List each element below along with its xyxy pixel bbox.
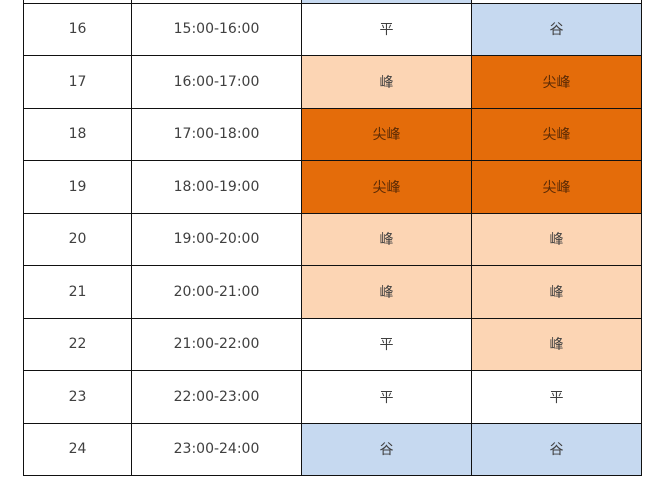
time-range-cell: 22:00-23:00: [131, 370, 302, 424]
time-range-cell: 18:00-19:00: [131, 160, 302, 214]
period-type-cell-a: 谷: [301, 422, 472, 476]
table-row: 23 22:00-23:00 平平: [23, 370, 642, 424]
hour-index-cell: 22: [23, 317, 132, 371]
period-type-cell-b: 峰: [471, 212, 642, 266]
hour-index-cell: 23: [23, 370, 132, 424]
hour-index-cell: 20: [23, 212, 132, 266]
hour-index-cell: 18: [23, 107, 132, 161]
hour-index-cell: 24: [23, 422, 132, 476]
table-row: 19 18:00-19:00 尖峰 尖峰: [23, 160, 642, 214]
period-type-cell-a: 峰: [301, 265, 472, 319]
hour-index-cell: 16: [23, 2, 132, 56]
period-type-cell-a: 平: [301, 2, 472, 56]
tariff-period-table: 谷平1615:00-16:00平谷1716:00-17:00峰尖峰1817:00…: [23, 0, 642, 476]
period-type-cell-a: 平: [301, 317, 472, 371]
table-row: 22 21:00-22:00 平峰: [23, 317, 642, 371]
table-row: 16 15:00-16:00 平谷: [23, 2, 642, 56]
table-row: 20 19:00-20:00 峰峰: [23, 212, 642, 266]
time-range-cell: 16:00-17:00: [131, 55, 302, 109]
hour-index-cell: 17: [23, 55, 132, 109]
table-row: 21 20:00-21:00 峰峰: [23, 265, 642, 319]
table-row: 17 16:00-17:00 峰尖峰: [23, 55, 642, 109]
period-type-cell-b: 尖峰: [471, 160, 642, 214]
time-range-cell: 17:00-18:00: [131, 107, 302, 161]
period-type-cell-b: 峰: [471, 265, 642, 319]
hour-index-cell: 21: [23, 265, 132, 319]
period-type-cell-a: 平: [301, 370, 472, 424]
period-type-cell-b: 峰: [471, 317, 642, 371]
period-type-cell-b: 尖峰: [471, 107, 642, 161]
hour-index-cell: 19: [23, 160, 132, 214]
time-range-cell: 21:00-22:00: [131, 317, 302, 371]
period-type-cell-a: 峰: [301, 55, 472, 109]
period-type-cell-b: 谷: [471, 422, 642, 476]
period-type-cell-b: 平: [471, 370, 642, 424]
time-range-cell: 15:00-16:00: [131, 2, 302, 56]
table-body: 谷平1615:00-16:00平谷1716:00-17:00峰尖峰1817:00…: [23, 0, 642, 476]
table-row: 24 23:00-24:00 谷谷: [23, 422, 642, 476]
time-range-cell: 20:00-21:00: [131, 265, 302, 319]
time-range-cell: 23:00-24:00: [131, 422, 302, 476]
period-type-cell-a: 尖峰: [301, 107, 472, 161]
time-range-cell: 19:00-20:00: [131, 212, 302, 266]
period-type-cell-b: 谷: [471, 2, 642, 56]
period-type-cell-a: 峰: [301, 212, 472, 266]
period-type-cell-b: 尖峰: [471, 55, 642, 109]
period-type-cell-a: 尖峰: [301, 160, 472, 214]
table-row: 18 17:00-18:00 尖峰 尖峰: [23, 107, 642, 161]
